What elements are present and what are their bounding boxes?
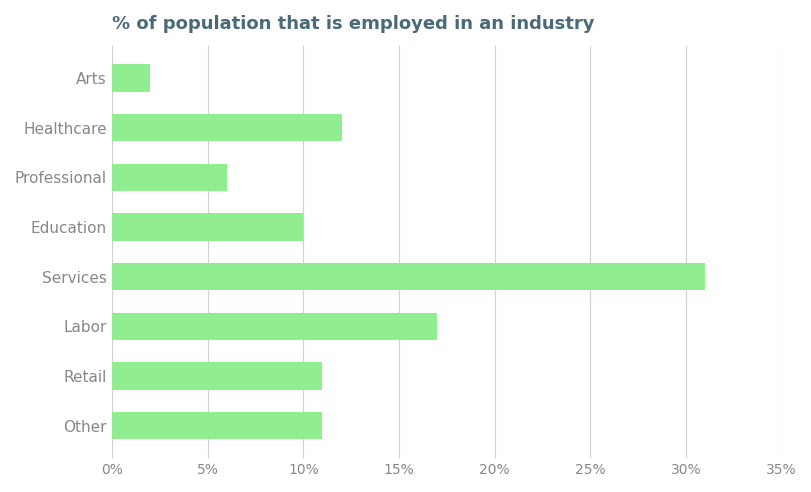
- Bar: [112, 313, 437, 340]
- Bar: [112, 214, 303, 241]
- Bar: [112, 114, 341, 141]
- Bar: [112, 64, 150, 92]
- Bar: [112, 363, 322, 390]
- Bar: [112, 412, 322, 439]
- Bar: [112, 164, 226, 191]
- Bar: [112, 263, 704, 290]
- Text: % of population that is employed in an industry: % of population that is employed in an i…: [112, 15, 594, 33]
